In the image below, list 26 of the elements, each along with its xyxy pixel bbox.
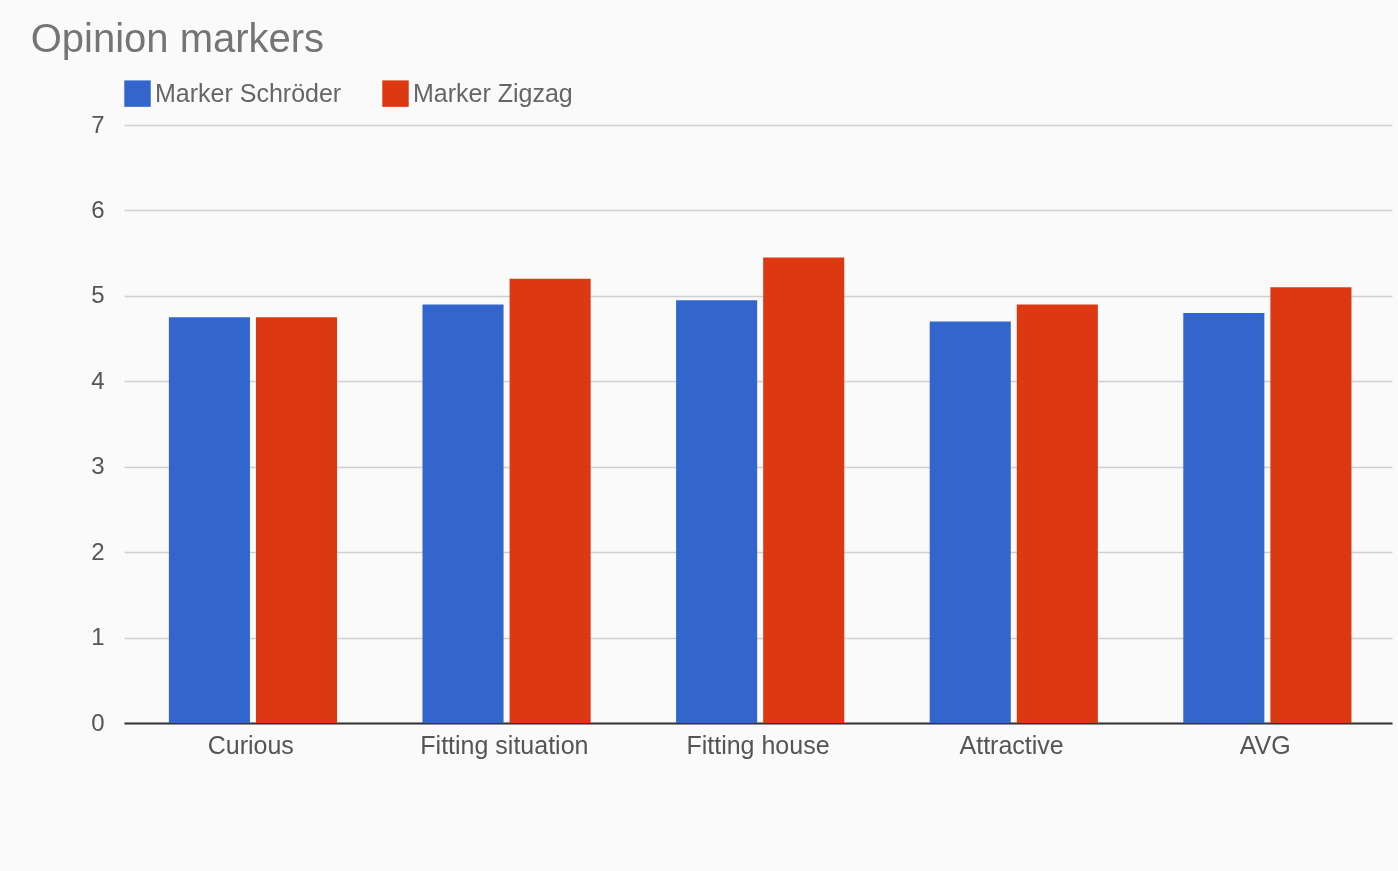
y-tick-label: 4 — [91, 366, 105, 394]
x-tick-label: Curious — [207, 730, 294, 759]
bar — [255, 317, 338, 723]
x-tick-label: Fitting house — [686, 730, 830, 759]
y-tick-label: 2 — [91, 537, 105, 565]
chart-title: Opinion markers — [30, 16, 325, 60]
bar — [168, 317, 250, 723]
bar — [763, 257, 845, 723]
bar — [1270, 287, 1352, 723]
bar — [1016, 304, 1098, 723]
y-tick-label: 3 — [91, 452, 105, 480]
y-tick-label: 7 — [91, 110, 105, 138]
legend-label: Marker Schröder — [155, 78, 342, 107]
y-tick-label: 5 — [91, 281, 105, 309]
x-tick-label: Fitting situation — [420, 730, 589, 759]
bar — [422, 304, 504, 723]
y-tick-label: 1 — [91, 623, 105, 651]
y-tick-label: 6 — [91, 195, 105, 223]
bar — [929, 321, 1011, 723]
bar — [509, 278, 591, 723]
bar — [676, 300, 758, 723]
y-tick-label: 0 — [91, 708, 105, 736]
x-tick-label: AVG — [1239, 730, 1291, 759]
x-tick-label: Attractive — [959, 730, 1064, 759]
bar — [1183, 312, 1265, 723]
legend-label: Marker Zigzag — [413, 78, 573, 107]
